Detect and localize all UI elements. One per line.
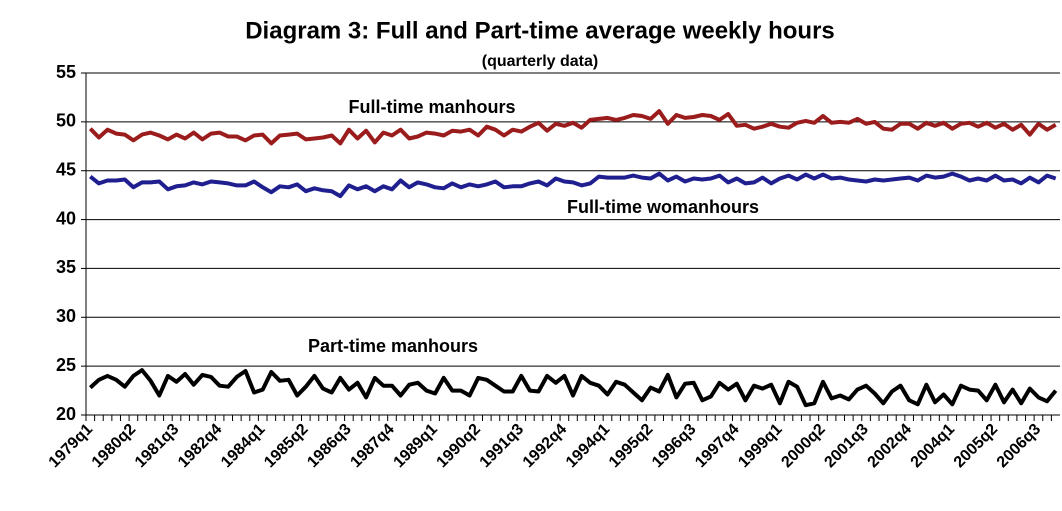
series-line [88,368,1058,408]
y-tick-label: 35 [56,257,76,277]
x-tick-label: 1982q4 [175,421,225,471]
y-tick-label: 50 [56,111,76,131]
x-tick-label: 1979q1 [46,421,96,471]
series-label: Full-time manhours [348,97,515,117]
series-line [88,109,1057,146]
y-tick-label: 40 [56,208,76,228]
x-tick-label: 1985q2 [261,421,311,471]
x-tick-label: 2004q1 [908,421,958,471]
x-tick-label: 1994q1 [563,421,613,471]
series-label: Full-time womanhours [567,197,759,217]
x-tick-label: 1992q4 [520,421,570,471]
y-tick-label: 20 [56,404,76,424]
x-tick-label: 1987q4 [347,421,397,471]
x-tick-label: 1981q3 [132,421,182,471]
chart-subtitle: (quarterly data) [482,53,598,70]
x-tick-label: 2005q2 [951,421,1001,471]
x-tick-label: 1997q4 [692,421,742,471]
series-label: Part-time manhours [308,336,478,356]
x-tick-label: 1999q1 [735,421,785,471]
series-line [89,171,1057,199]
x-tick-label: 2001q3 [821,421,871,471]
x-tick-label: 1984q1 [218,421,268,471]
x-tick-label: 2000q2 [778,421,828,471]
y-tick-label: 30 [56,306,76,326]
x-tick-label: 2006q3 [994,421,1044,471]
x-tick-label: 1989q1 [391,421,441,471]
y-tick-label: 55 [56,62,76,82]
x-tick-label: 1986q3 [304,421,354,471]
x-tick-label: 1990q2 [434,421,484,471]
x-tick-label: 2002q4 [865,421,915,471]
x-tick-label: 1991q3 [477,421,527,471]
x-tick-label: 1980q2 [89,421,139,471]
chart-title: Diagram 3: Full and Part-time average we… [245,17,835,44]
x-tick-label: 1996q3 [649,421,699,471]
y-tick-label: 45 [56,159,76,179]
x-tick-label: 1995q2 [606,421,656,471]
y-tick-label: 25 [56,355,76,375]
